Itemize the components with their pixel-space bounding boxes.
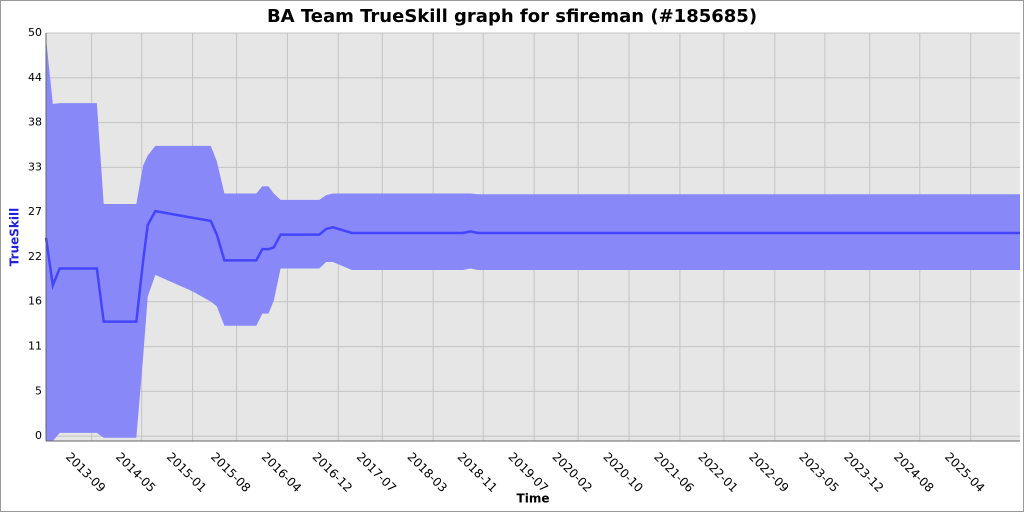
- y-tick-label: 5: [35, 384, 42, 397]
- y-tick-label: 22: [28, 250, 42, 263]
- y-tick-label: 0: [35, 429, 42, 442]
- uncertainty-band: [46, 37, 1020, 441]
- y-tick-label: 50: [28, 26, 42, 39]
- chart-title: BA Team TrueSkill graph for sfireman (#1…: [267, 6, 757, 27]
- y-tick-label: 44: [28, 71, 42, 84]
- y-tick-label: 27: [28, 205, 42, 218]
- y-tick-label: 16: [28, 295, 42, 308]
- y-tick-label: 38: [28, 116, 42, 129]
- x-axis-label: Time: [517, 492, 550, 506]
- trueskill-line: [44, 209, 1020, 323]
- y-axis-label: TrueSkill: [8, 208, 22, 266]
- y-tick-label: 11: [28, 340, 42, 353]
- y-tick-label: 33: [28, 160, 42, 173]
